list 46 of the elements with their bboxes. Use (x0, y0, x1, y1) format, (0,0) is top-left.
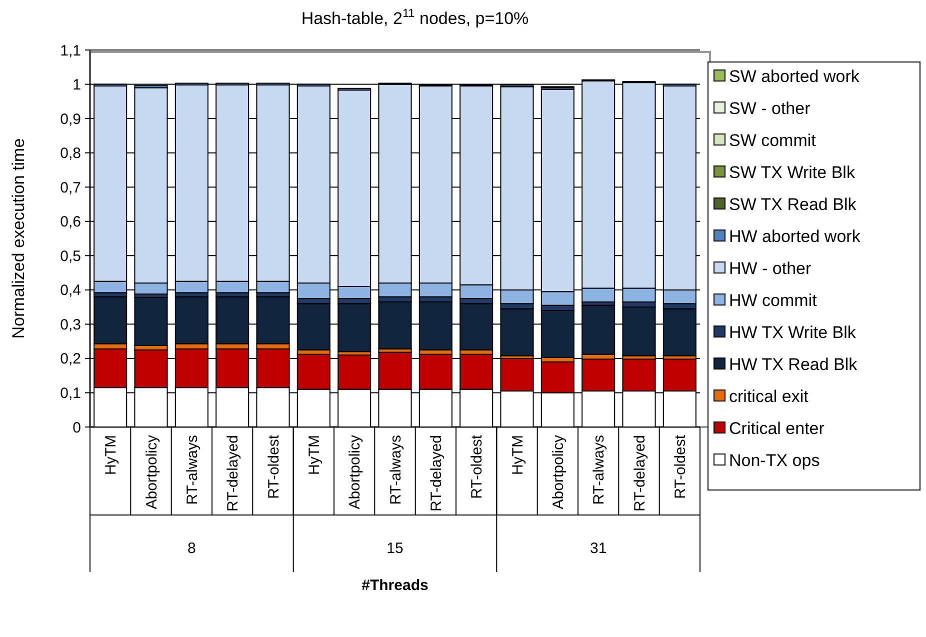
text: 31 (590, 540, 607, 557)
y-tick-label: 1,1 (60, 42, 81, 60)
x-tick-label: RT-delayed (224, 435, 242, 512)
x-tick-label: RT-delayed (631, 435, 648, 512)
legend-label: HW TX Write Blk (729, 322, 856, 342)
x-tick-label: RT-always (590, 435, 608, 505)
x-tick-label: HyTM (102, 435, 120, 475)
y-tick-label: 0,9 (60, 110, 81, 128)
x-tick-label: RT-always (184, 435, 201, 505)
y-tick-label: 0,3 (60, 316, 81, 334)
y-tick-label: 0,7 (60, 179, 81, 196)
legend-label: SW TX Read Blk (729, 194, 857, 214)
x-tick-label: RT-oldest (468, 434, 486, 499)
x-tick-label: RT-delayed (428, 435, 445, 512)
legend-label: Non-TX ops (729, 450, 820, 470)
legend-label: HW - other (729, 258, 812, 278)
legend-label: SW TX Write Blk (729, 162, 856, 182)
legend-label: Critical enter (729, 418, 825, 438)
x-tick-label: Abortpolicy (346, 434, 364, 510)
text: 8 (187, 540, 196, 557)
y-tick-label: 0 (72, 419, 81, 436)
legend-label: HW commit (729, 290, 818, 310)
y-tick-label: 1 (72, 76, 81, 94)
y-tick-label: 0,8 (60, 145, 81, 162)
legend-label: SW aborted work (729, 66, 860, 86)
x-tick-label: Abortpolicy (143, 434, 160, 510)
x-tick-label: RT-oldest (265, 434, 282, 499)
legend-label: critical exit (729, 386, 809, 406)
x-tick-label: HyTM (509, 435, 526, 475)
legend-label: HW TX Read Blk (729, 354, 858, 374)
x-tick-label: HyTM (306, 435, 323, 475)
y-tick-label: 0,1 (60, 384, 81, 402)
legend-label: HW aborted work (729, 226, 861, 246)
y-tick-label: 0,6 (60, 214, 81, 231)
y-tick-label: 0,4 (60, 282, 81, 300)
x-tick-label: RT-always (387, 435, 404, 505)
text: 15 (386, 540, 404, 557)
legend-label: SW - other (729, 98, 811, 118)
x-axis-title: #Threads (362, 577, 428, 594)
x-tick-label: RT-oldest (672, 434, 689, 499)
legend-label: SW commit (729, 130, 816, 150)
chart-title: Hash-table, 2$^{11}$ nodes, p=10% (301, 6, 529, 28)
y-tick-label: 0,5 (60, 248, 81, 265)
x-tick-label: Abortpolicy (550, 434, 567, 510)
y-axis-title: Normalized execution time (9, 138, 28, 339)
y-tick-label: 0,2 (60, 350, 81, 368)
